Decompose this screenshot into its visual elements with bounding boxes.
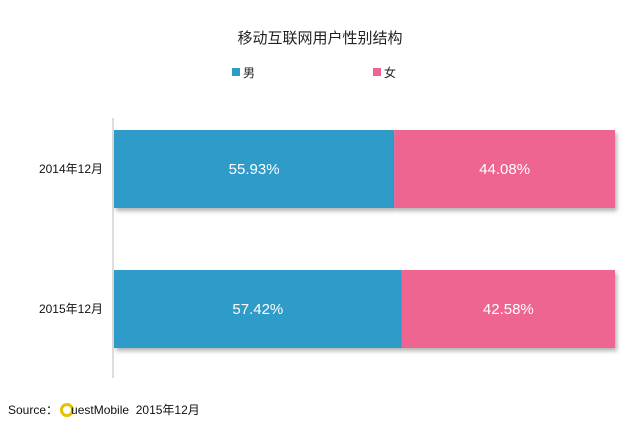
bars: 2014年12月 55.93% 44.08% 2015年12月 57.42% 42.58% [39, 130, 615, 348]
legend: 男女 [232, 65, 396, 80]
source-note: Source： uestMobile 2015年12月 [8, 401, 200, 418]
data-label-1-female: 44.08% [479, 161, 530, 178]
legend-swatch-1 [232, 68, 240, 76]
legend-label-2: 女 [384, 65, 396, 80]
legend-label-1: 男 [243, 66, 255, 80]
data-label-2-male: 57.42% [232, 301, 283, 318]
bar-1-male [114, 130, 395, 208]
source-date: 2015年12月 [135, 403, 200, 417]
source-prefix: Source： [8, 403, 59, 417]
legend-swatch-2 [373, 68, 381, 76]
category-label-1: 2014年12月 [39, 162, 103, 176]
category-label-2: 2015年12月 [39, 302, 103, 316]
source-brand: uestMobile [71, 403, 130, 417]
questmobile-logo-icon [60, 403, 75, 417]
chart: 移动互联网用户性别结构 男女 2014年12月 55.93% 44.08%2015年… [39, 30, 615, 378]
bar-2-female [401, 270, 615, 348]
bar-1-female [394, 130, 615, 208]
data-label-1-male: 55.93% [229, 161, 280, 178]
bar-2-male [114, 270, 402, 348]
data-label-2-female: 42.58% [483, 301, 534, 318]
chart-title: 移动互联网用户性别结构 [237, 30, 402, 47]
